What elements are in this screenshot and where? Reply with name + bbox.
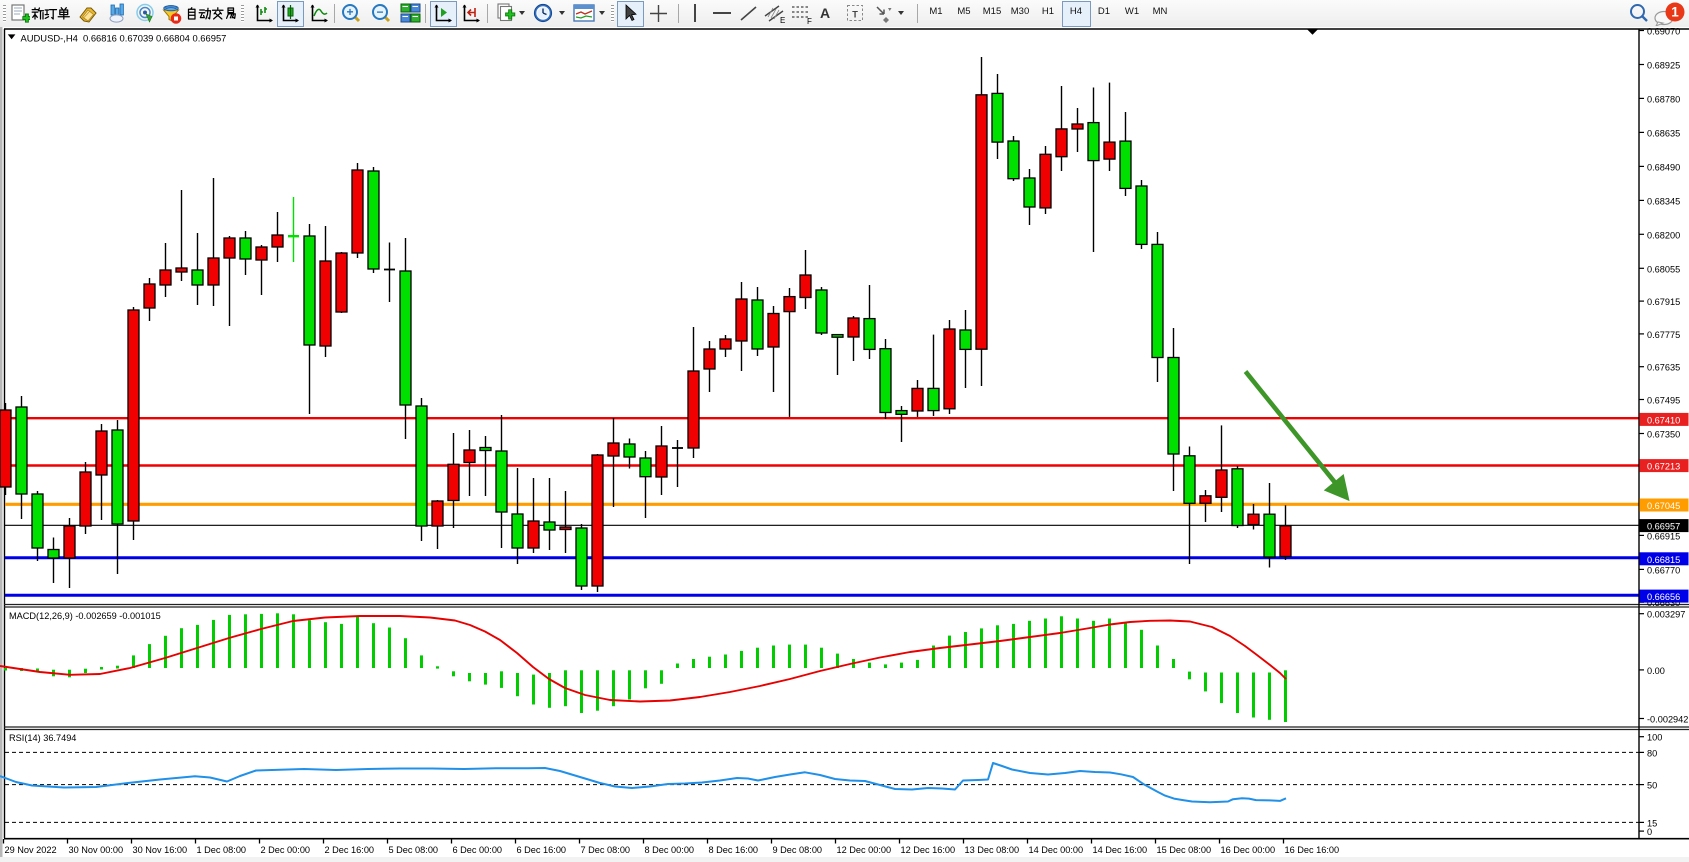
svg-text:6 Dec 00:00: 6 Dec 00:00: [453, 845, 503, 855]
svg-text:0.66630: 0.66630: [1647, 598, 1680, 608]
svg-text:6 Dec 16:00: 6 Dec 16:00: [517, 845, 567, 855]
svg-text:0.68055: 0.68055: [1647, 264, 1680, 274]
svg-text:30 Nov 16:00: 30 Nov 16:00: [133, 845, 188, 855]
svg-text:8 Dec 16:00: 8 Dec 16:00: [709, 845, 759, 855]
svg-text:AUDUSD-,H4 0.66816 0.67039 0.: AUDUSD-,H4 0.66816 0.67039 0.66804 0.669…: [21, 33, 227, 44]
svg-text:14 Dec 00:00: 14 Dec 00:00: [1029, 845, 1084, 855]
svg-text:7 Dec 08:00: 7 Dec 08:00: [581, 845, 631, 855]
svg-text:0.66770: 0.66770: [1647, 565, 1680, 575]
svg-text:0.003297: 0.003297: [1647, 610, 1685, 620]
svg-text:1 Dec 08:00: 1 Dec 08:00: [197, 845, 247, 855]
svg-text:16 Dec 00:00: 16 Dec 00:00: [1221, 845, 1276, 855]
svg-text:1: 1: [1671, 5, 1679, 20]
svg-text:50: 50: [1647, 781, 1657, 791]
svg-text:0.68635: 0.68635: [1647, 128, 1680, 138]
svg-text:30 Nov 00:00: 30 Nov 00:00: [69, 845, 124, 855]
svg-text:MACD(12,26,9) -0.002659 -0.001: MACD(12,26,9) -0.002659 -0.001015: [9, 611, 161, 621]
svg-text:2 Dec 00:00: 2 Dec 00:00: [261, 845, 311, 855]
svg-text:2 Dec 16:00: 2 Dec 16:00: [325, 845, 375, 855]
svg-text:5 Dec 08:00: 5 Dec 08:00: [389, 845, 439, 855]
svg-text:8 Dec 00:00: 8 Dec 00:00: [645, 845, 695, 855]
svg-text:29 Nov 2022: 29 Nov 2022: [5, 845, 57, 855]
svg-text:80: 80: [1647, 748, 1657, 758]
svg-text:0.67635: 0.67635: [1647, 363, 1680, 373]
svg-text:RSI(14) 36.7494: RSI(14) 36.7494: [9, 733, 76, 743]
svg-text:0.66957: 0.66957: [1647, 522, 1680, 532]
svg-text:0.68490: 0.68490: [1647, 162, 1680, 172]
svg-text:0.69070: 0.69070: [1647, 27, 1680, 37]
svg-text:-0.002942: -0.002942: [1647, 715, 1688, 725]
svg-text:0.68200: 0.68200: [1647, 230, 1680, 240]
svg-text:0.67350: 0.67350: [1647, 430, 1680, 440]
svg-text:0.67915: 0.67915: [1647, 297, 1680, 307]
svg-text:0.67045: 0.67045: [1647, 501, 1680, 511]
svg-text:12 Dec 16:00: 12 Dec 16:00: [901, 845, 956, 855]
svg-text:T: T: [852, 10, 858, 20]
svg-text:E: E: [780, 16, 785, 24]
svg-text:12 Dec 00:00: 12 Dec 00:00: [837, 845, 892, 855]
svg-text:15 Dec 08:00: 15 Dec 08:00: [1157, 845, 1212, 855]
svg-text:0.67410: 0.67410: [1647, 415, 1680, 425]
svg-text:15: 15: [1647, 818, 1657, 828]
svg-text:0.67775: 0.67775: [1647, 330, 1680, 340]
svg-text:13 Dec 08:00: 13 Dec 08:00: [965, 845, 1020, 855]
svg-text:0.66915: 0.66915: [1647, 531, 1680, 541]
svg-text:0.68925: 0.68925: [1647, 61, 1680, 71]
svg-text:F: F: [807, 17, 812, 24]
svg-text:0.67495: 0.67495: [1647, 396, 1680, 406]
svg-text:0.67213: 0.67213: [1647, 462, 1680, 472]
svg-text:9 Dec 08:00: 9 Dec 08:00: [773, 845, 823, 855]
svg-text:0.66815: 0.66815: [1647, 555, 1680, 565]
svg-text:16 Dec 16:00: 16 Dec 16:00: [1285, 845, 1340, 855]
svg-text:14 Dec 16:00: 14 Dec 16:00: [1093, 845, 1148, 855]
svg-text:0.68780: 0.68780: [1647, 94, 1680, 104]
svg-text:0: 0: [1647, 827, 1652, 837]
svg-text:100: 100: [1647, 733, 1662, 743]
svg-text:+: +: [346, 5, 353, 19]
svg-text:0.00: 0.00: [1647, 666, 1665, 676]
svg-text:−: −: [376, 5, 383, 19]
svg-text:0.66656: 0.66656: [1647, 592, 1680, 602]
svg-text:0.68345: 0.68345: [1647, 196, 1680, 206]
